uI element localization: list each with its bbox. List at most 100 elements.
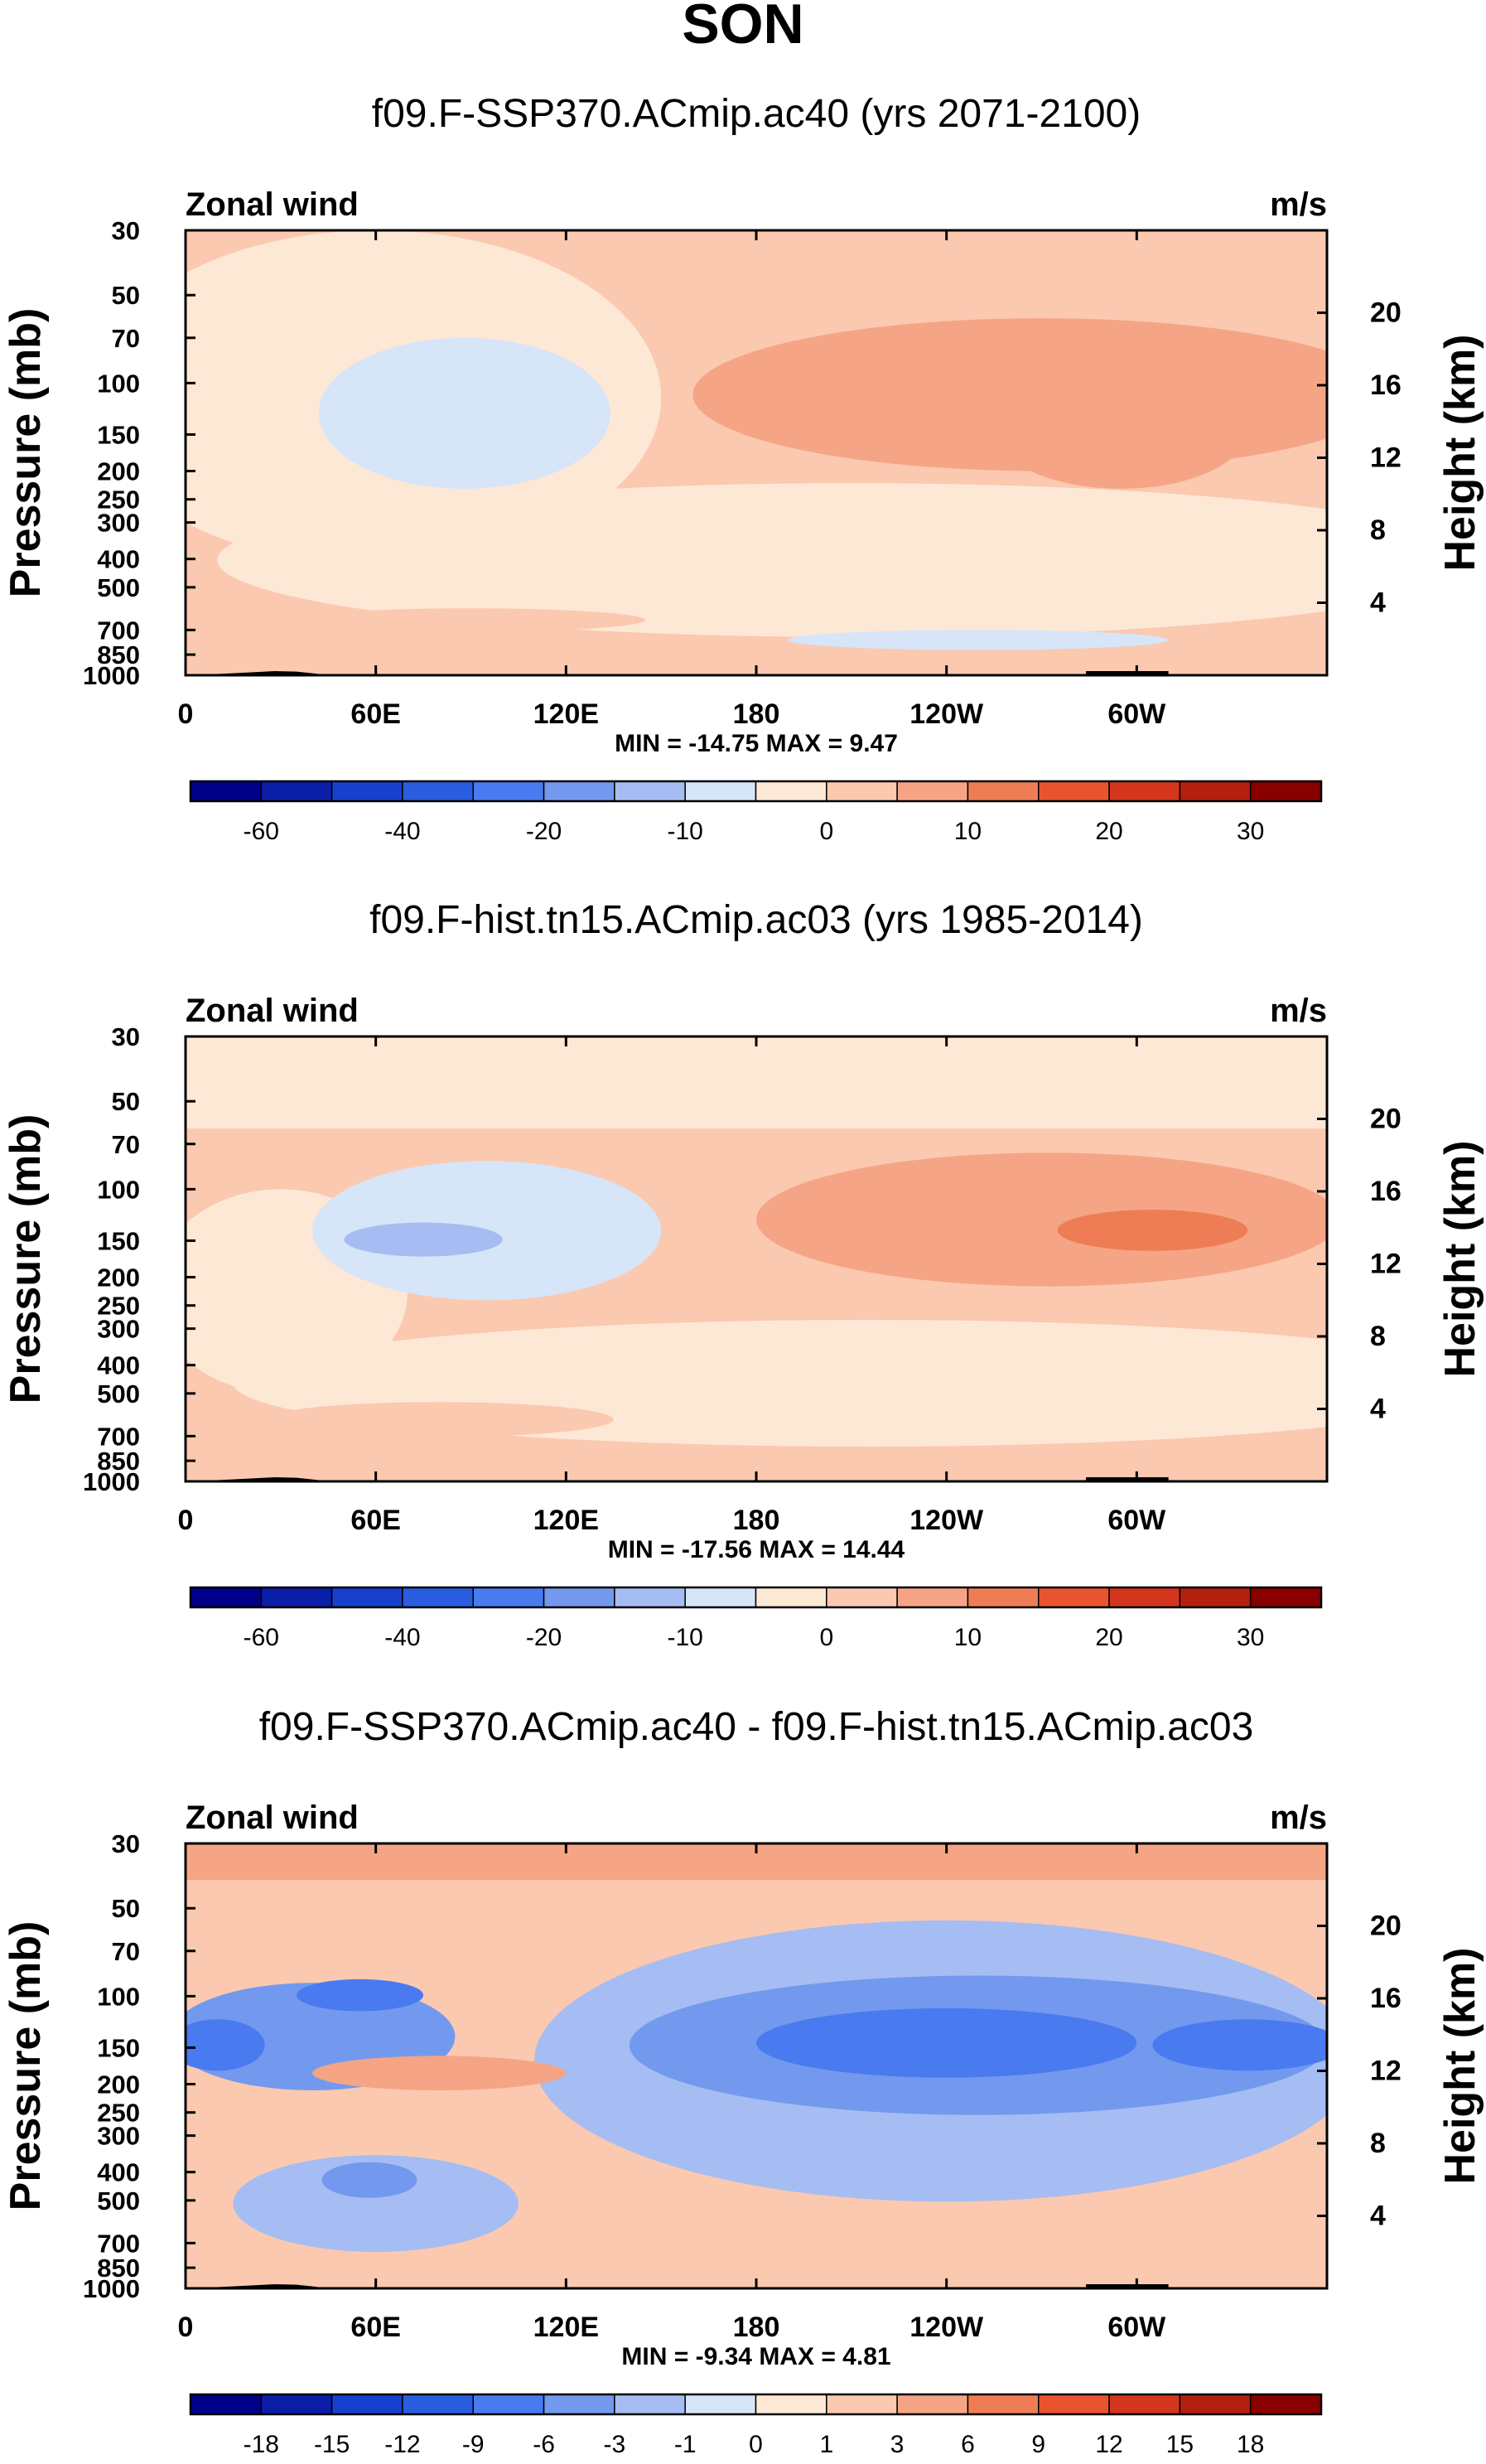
chart-3-colorbar-label-8: 1 <box>819 2431 833 2458</box>
chart-2-colorbar-label-7: 30 <box>1237 1624 1264 1651</box>
chart-3-xtick-label-4: 120W <box>909 2312 984 2343</box>
chart-2-ytick-label-7: 300 <box>97 1315 140 1344</box>
chart-2-ylabel: Pressure (mb) <box>2 1114 50 1404</box>
chart-1-ytick-label-9: 500 <box>97 573 140 602</box>
chart-1-ytick-label-6: 250 <box>97 486 140 515</box>
chart-3-field <box>186 1843 1327 2288</box>
chart-2-colorbar-swatch-1 <box>260 1587 333 1608</box>
chart-2-colorbar-swatch-13 <box>1108 1587 1181 1608</box>
chart-2-xtick-label-0: 0 <box>178 1505 194 1536</box>
chart-2-ytick-right-label-1: 8 <box>1370 1321 1386 1352</box>
chart-3-colorbar-swatch-0 <box>190 2394 263 2415</box>
chart-3-ytick-right-label-2: 12 <box>1370 2055 1402 2086</box>
chart-1-colorbar-swatch-4 <box>472 780 545 802</box>
chart-1-xtick-label-2: 120E <box>533 698 599 730</box>
chart-1-xtick-label-5: 60W <box>1107 698 1166 730</box>
chart-3-colorbar-swatch-12 <box>1038 2394 1110 2415</box>
chart-3-colorbar-swatch-14 <box>1179 2394 1252 2415</box>
chart-2-colorbar-label-6: 20 <box>1095 1624 1122 1651</box>
chart-3-colorbar-swatch-9 <box>826 2394 898 2415</box>
chart-1-ytick-right-label-4: 20 <box>1370 297 1402 328</box>
chart-3-colorbar-swatch-8 <box>755 2394 827 2415</box>
page-title: SON <box>682 0 803 56</box>
chart-3-units-label: m/s <box>1270 1800 1327 1836</box>
chart-3-colorbar-label-10: 6 <box>961 2431 975 2458</box>
chart-2-colorbar-frame <box>189 1586 1323 1609</box>
chart-3-colorbar-swatch-4 <box>472 2394 545 2415</box>
chart-3-xtick-label-2: 120E <box>533 2312 599 2343</box>
chart-2-xtick-label-2: 120E <box>533 1505 599 1536</box>
chart-3-colorbar: -18 -15 -12 -9 -6 -3 -1 0 1 3 6 9 12 15 18 <box>189 2393 1323 2458</box>
chart-2-ytick-right-label-2: 12 <box>1370 1248 1402 1279</box>
chart-1-colorbar-label-2: -20 <box>526 818 562 845</box>
chart-3-colorbar-frame <box>189 2393 1323 2416</box>
chart-2-ytick-right-label-0: 4 <box>1370 1393 1386 1424</box>
chart-2-colorbar-swatch-8 <box>755 1587 827 1608</box>
chart-2-field <box>186 1036 1327 1481</box>
chart-1-colorbar-swatch-1 <box>260 780 333 802</box>
chart-2-colorbar-swatch-7 <box>684 1587 757 1608</box>
chart-3-ytick-label-1: 50 <box>112 1894 140 1923</box>
chart-2-colorbar: -60 -40 -20 -10 0 10 20 30 <box>189 1586 1323 1651</box>
chart-3-colorbar-label-9: 3 <box>890 2431 905 2458</box>
chart-3-ytick-label-10: 700 <box>97 2229 140 2258</box>
chart-2-ytick-label-8: 400 <box>97 1351 140 1380</box>
chart-1-xtick-label-4: 120W <box>909 698 984 730</box>
chart-1-region-5 <box>994 370 1248 489</box>
chart-2-xtick-label-1: 60E <box>350 1505 401 1536</box>
chart-3-region-10 <box>321 2162 417 2198</box>
chart-1-ytick-label-12: 1000 <box>83 661 140 690</box>
chart-2-colorbar-swatch-4 <box>472 1587 545 1608</box>
chart-1-ytick-label-0: 30 <box>112 216 140 245</box>
chart-2-colorbar-swatch-6 <box>614 1587 686 1608</box>
chart-3-colorbar-swatch-10 <box>896 2394 969 2415</box>
chart-2-region-8 <box>1057 1210 1248 1251</box>
chart-3-ytick-label-8: 400 <box>97 2158 140 2187</box>
chart-1-colorbar-label-6: 20 <box>1095 818 1122 845</box>
chart-1-ytick-label-10: 700 <box>97 616 140 645</box>
chart-1-xtick-label-1: 60E <box>350 698 401 730</box>
chart-3-colorbar-label-4: -6 <box>533 2431 555 2458</box>
chart-2-region-5 <box>344 1222 503 1257</box>
chart-2-region-1 <box>186 1036 1327 1129</box>
chart-3-colorbar-label-12: 12 <box>1095 2431 1122 2458</box>
chart-2-colorbar-swatch-9 <box>826 1587 898 1608</box>
chart-2-ytick-right-label-4: 20 <box>1370 1103 1402 1134</box>
chart-3-colorbar-swatch-11 <box>967 2394 1040 2415</box>
chart-1-ytick-label-4: 150 <box>97 420 140 449</box>
chart-2-topography-andes <box>1086 1477 1169 1481</box>
chart-3-colorbar-swatch-2 <box>330 2394 403 2415</box>
chart-1-ytick-label-5: 200 <box>97 457 140 486</box>
chart-1-colorbar-frame <box>189 780 1323 803</box>
chart-2-title: f09.F-hist.tn15.ACmip.ac03 (yrs 1985-201… <box>369 898 1143 942</box>
chart-1-field <box>186 230 1327 675</box>
chart-2: f09.F-hist.tn15.ACmip.ac03 (yrs 1985-201… <box>2 898 1484 1651</box>
chart-1-left-label: Zonal wind <box>186 186 359 223</box>
chart-1-colorbar-swatch-0 <box>190 780 263 802</box>
chart-3-region-11 <box>312 2056 567 2090</box>
chart-1-topography-andes <box>1086 671 1169 675</box>
chart-2-ytick-label-10: 700 <box>97 1422 140 1451</box>
chart-1-ylabel-right: Height (km) <box>1436 335 1484 572</box>
chart-3: f09.F-SSP370.ACmip.ac40 - f09.F-hist.tn1… <box>2 1705 1484 2458</box>
chart-1-colorbar-swatch-7 <box>684 780 757 802</box>
chart-2-ytick-label-0: 30 <box>112 1022 140 1051</box>
chart-2-ytick-label-2: 70 <box>112 1130 140 1159</box>
chart-3-ytick-label-0: 30 <box>112 1829 140 1858</box>
chart-3-region-8 <box>296 1978 424 2012</box>
chart-2-ytick-label-4: 150 <box>97 1226 140 1255</box>
chart-1-colorbar-swatch-13 <box>1108 780 1181 802</box>
chart-3-colorbar-label-0: -18 <box>244 2431 279 2458</box>
chart-1-units-label: m/s <box>1270 186 1327 223</box>
chart-2-colorbar-label-4: 0 <box>819 1624 833 1651</box>
chart-3-colorbar-swatch-1 <box>260 2394 333 2415</box>
chart-3-ytick-label-5: 200 <box>97 2070 140 2099</box>
chart-1: f09.F-SSP370.ACmip.ac40 (yrs 2071-2100) Z… <box>2 92 1484 845</box>
chart-1-colorbar-label-4: 0 <box>819 818 833 845</box>
chart-1-ytick-right-label-0: 4 <box>1370 587 1386 618</box>
chart-2-ytick-label-11: 850 <box>97 1447 140 1476</box>
chart-3-ytick-label-6: 250 <box>97 2099 140 2128</box>
chart-1-title: f09.F-SSP370.ACmip.ac40 (yrs 2071-2100) <box>372 92 1141 136</box>
chart-3-colorbar-swatch-15 <box>1249 2394 1322 2415</box>
chart-1-ytick-right-label-2: 12 <box>1370 442 1402 473</box>
